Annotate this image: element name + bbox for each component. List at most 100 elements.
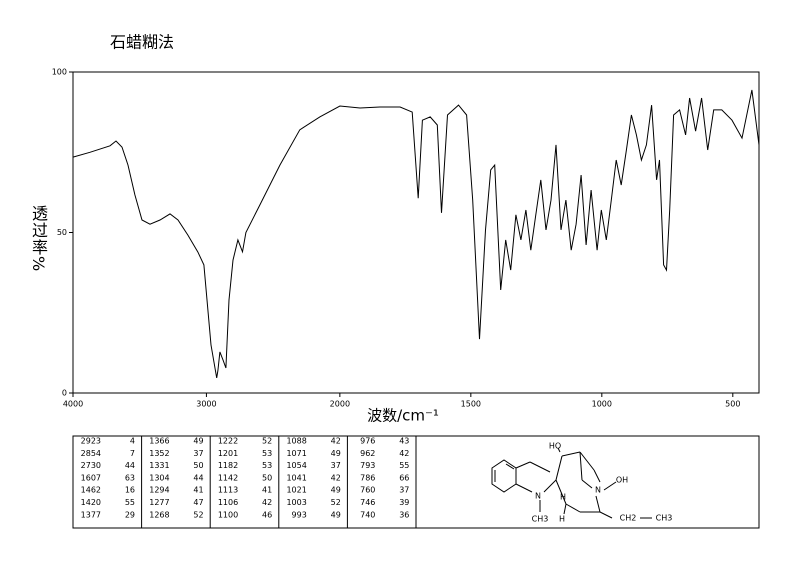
wavenumber: 1607 <box>81 473 101 482</box>
x-axis-label: 波数/cm⁻¹ <box>367 407 439 425</box>
transmittance: 39 <box>399 498 409 507</box>
wavenumber: 1142 <box>218 473 238 482</box>
atom-label: H <box>560 493 566 502</box>
spectrum-line <box>72 89 760 378</box>
wavenumber: 1268 <box>149 510 169 519</box>
x-tick-label: 3000 <box>196 400 216 409</box>
atom-label: CH2 <box>620 514 637 523</box>
wavenumber: 746 <box>360 498 375 507</box>
wavenumber: 1352 <box>149 449 169 458</box>
transmittance: 66 <box>399 473 409 482</box>
transmittance: 36 <box>399 510 409 519</box>
bond <box>599 511 613 519</box>
wavenumber: 786 <box>360 473 375 482</box>
bond <box>561 451 581 457</box>
transmittance: 16 <box>125 486 135 495</box>
atom-label: H <box>559 515 565 524</box>
transmittance: 49 <box>331 510 341 519</box>
x-tick-label: 2000 <box>330 400 350 409</box>
y-axis-label: 透过率% <box>29 205 48 273</box>
benzene-ring <box>491 459 517 493</box>
transmittance: 53 <box>262 449 272 458</box>
wavenumber: 1294 <box>149 486 169 495</box>
bond <box>555 455 563 481</box>
wavenumber: 1003 <box>286 498 306 507</box>
wavenumber: 740 <box>360 510 375 519</box>
bond <box>565 503 581 513</box>
wavenumber: 1377 <box>81 510 101 519</box>
transmittance: 46 <box>262 510 272 519</box>
transmittance: 41 <box>193 486 203 495</box>
bond <box>595 495 601 513</box>
transmittance: 43 <box>399 437 409 446</box>
wavenumber: 1462 <box>81 486 101 495</box>
wavenumber: 1331 <box>149 461 169 470</box>
transmittance: 55 <box>399 461 409 470</box>
atom-label: HO <box>549 442 561 451</box>
bond <box>563 503 567 515</box>
peak-table: 2923 4 1366 49 1222 52 1088 42 976 43 2854 7 1352 37 1… <box>72 435 760 529</box>
transmittance: 49 <box>331 486 341 495</box>
bond <box>557 447 561 453</box>
transmittance: 49 <box>331 449 341 458</box>
atom-label: CH3 <box>532 515 549 524</box>
transmittance: 44 <box>125 461 135 470</box>
wavenumber: 1106 <box>218 498 238 507</box>
transmittance: 50 <box>193 461 203 470</box>
wavenumber: 1088 <box>286 437 306 446</box>
transmittance: 37 <box>331 461 341 470</box>
bond <box>543 479 557 493</box>
x-tick-label: 1000 <box>592 400 612 409</box>
x-tick-label: 4000 <box>63 400 83 409</box>
wavenumber: 993 <box>292 510 307 519</box>
transmittance: 41 <box>262 486 272 495</box>
chart-title: 石蜡糊法 <box>110 33 174 52</box>
bond <box>581 479 593 489</box>
wavenumber: 793 <box>360 461 375 470</box>
atom-label: CH3 <box>656 514 673 523</box>
transmittance: 53 <box>262 461 272 470</box>
bond <box>593 469 601 483</box>
wavenumber: 1222 <box>218 437 238 446</box>
bond <box>529 461 551 473</box>
wavenumber: 1366 <box>149 437 169 446</box>
transmittance: 37 <box>399 486 409 495</box>
transmittance: 55 <box>125 498 135 507</box>
x-tick-label: 500 <box>725 400 740 409</box>
wavenumber: 1201 <box>218 449 238 458</box>
y-tick-label: 0 <box>62 389 67 398</box>
transmittance: 49 <box>193 437 203 446</box>
transmittance: 42 <box>262 498 272 507</box>
transmittance: 7 <box>130 449 135 458</box>
transmittance: 37 <box>193 449 203 458</box>
wavenumber: 1304 <box>149 473 169 482</box>
wavenumber: 1021 <box>286 486 306 495</box>
wavenumber: 2923 <box>81 437 101 446</box>
wavenumber: 2854 <box>81 449 101 458</box>
bond <box>603 481 617 491</box>
x-tick-label: 1500 <box>461 400 481 409</box>
bond <box>515 461 531 469</box>
transmittance: 47 <box>193 498 203 507</box>
wavenumber: 1277 <box>149 498 169 507</box>
atom-label: N <box>595 486 601 495</box>
transmittance: 63 <box>125 473 135 482</box>
wavenumber: 1182 <box>218 461 238 470</box>
bond <box>579 451 583 481</box>
atom-label: OH <box>616 476 628 485</box>
bond <box>555 479 567 505</box>
bond <box>505 463 515 470</box>
wavenumber: 1071 <box>286 449 306 458</box>
wavenumber: 1041 <box>286 473 306 482</box>
transmittance: 42 <box>399 449 409 458</box>
plot-frame <box>72 71 760 394</box>
transmittance: 50 <box>262 473 272 482</box>
atom-label: N <box>535 492 541 501</box>
y-tick-label: 50 <box>57 228 67 237</box>
wavenumber: 760 <box>360 486 375 495</box>
bond <box>515 483 533 493</box>
transmittance: 52 <box>262 437 272 446</box>
wavenumber: 2730 <box>81 461 101 470</box>
